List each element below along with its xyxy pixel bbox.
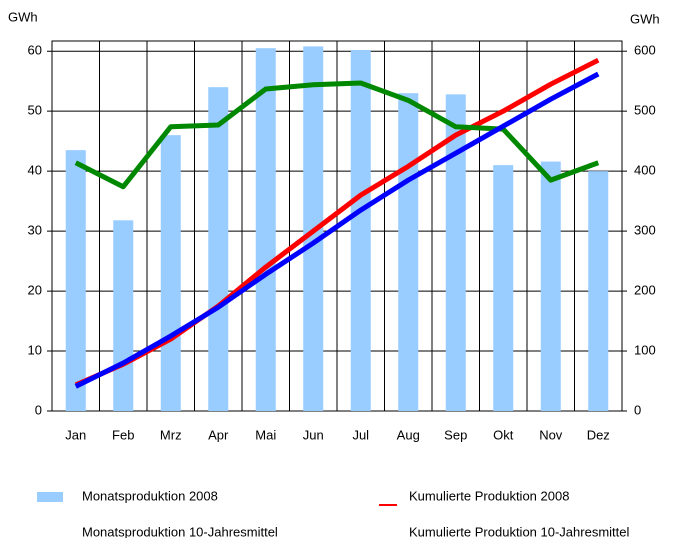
bar [493, 165, 514, 411]
y2-tick-label: 600 [634, 43, 656, 58]
bar [445, 94, 466, 411]
y-tick-label: 20 [28, 283, 42, 298]
y2-tick-label: 300 [634, 223, 656, 238]
x-tick-label: Mai [255, 427, 276, 442]
x-tick-label: Sep [444, 427, 467, 442]
x-tick-label: Aug [397, 427, 420, 442]
x-tick-label: Jul [352, 427, 369, 442]
legend-label: Monatsproduktion 10-Jahresmittel [82, 524, 278, 538]
bar [540, 161, 561, 411]
bar [255, 48, 276, 412]
x-tick-label: Nov [539, 427, 563, 442]
y-tick-label: 30 [28, 223, 42, 238]
bar [65, 150, 86, 412]
y-tick-label: 40 [28, 163, 42, 178]
legend-label: Monatsproduktion 2008 [82, 488, 218, 503]
x-tick-label: Jan [65, 427, 86, 442]
y2-tick-label: 100 [634, 342, 656, 357]
bar [350, 49, 371, 411]
line [74, 71, 600, 389]
x-tick-label: Mrz [160, 427, 182, 442]
y-tick-label: 50 [28, 103, 42, 118]
y-axis-label: GWh [8, 9, 38, 24]
y2-tick-label: 0 [634, 402, 641, 417]
y-tick-label: 0 [35, 402, 42, 417]
bar [398, 93, 419, 411]
bar [113, 220, 134, 411]
x-tick-label: Apr [208, 427, 229, 442]
bar [160, 135, 181, 411]
y-tick-label: 60 [28, 43, 42, 58]
line [74, 80, 600, 190]
legend-label: Kumulierte Produktion 2008 [409, 488, 569, 503]
y2-tick-label: 500 [634, 103, 656, 118]
x-tick-label: Dez [587, 427, 610, 442]
y2-tick-label: 400 [634, 163, 656, 178]
bar [588, 171, 609, 411]
legend-label: Kumulierte Produktion 10-Jahresmittel [409, 524, 629, 538]
bar [208, 87, 229, 411]
x-tick-label: Jun [303, 427, 324, 442]
y-tick-label: 10 [28, 342, 42, 357]
legend-swatch [37, 492, 63, 502]
y2-axis-label: GWh [630, 11, 660, 26]
x-tick-label: Feb [112, 427, 134, 442]
x-tick-label: Okt [493, 427, 514, 442]
y2-tick-label: 200 [634, 283, 656, 298]
